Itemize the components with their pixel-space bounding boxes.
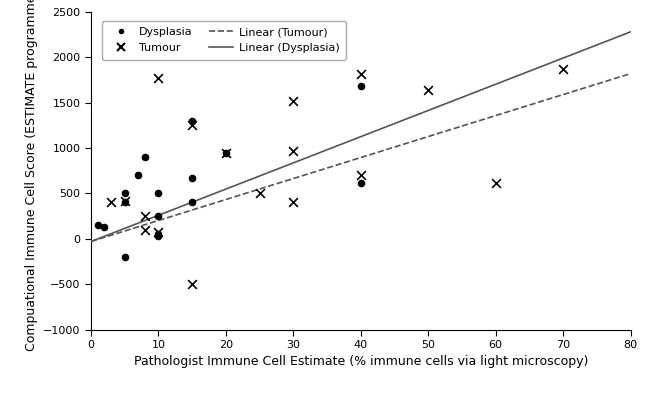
- Point: [423, 87, 434, 93]
- Y-axis label: Compuational Immune Cell Score (ESTIMATE programme): Compuational Immune Cell Score (ESTIMATE…: [25, 0, 38, 351]
- Point: [153, 231, 164, 237]
- Point: [220, 149, 231, 156]
- Point: [288, 199, 298, 206]
- Point: [106, 199, 116, 206]
- Point: [140, 154, 150, 160]
- Point: [254, 190, 265, 197]
- Point: [356, 83, 366, 89]
- Point: [220, 150, 231, 157]
- Point: [490, 180, 501, 187]
- Point: [153, 190, 164, 197]
- Legend: Dysplasia, Tumour, Linear (Tumour), Linear (Dysplasia): Dysplasia, Tumour, Linear (Tumour), Line…: [102, 21, 346, 60]
- Point: [356, 172, 366, 178]
- Point: [120, 197, 130, 204]
- Point: [140, 227, 150, 233]
- Point: [120, 254, 130, 260]
- Point: [288, 148, 298, 154]
- Point: [92, 222, 103, 228]
- Point: [140, 213, 150, 219]
- Point: [187, 122, 198, 129]
- Point: [187, 175, 198, 181]
- X-axis label: Pathologist Immune Cell Estimate (% immune cells via light microscopy): Pathologist Immune Cell Estimate (% immu…: [133, 355, 588, 368]
- Point: [153, 233, 164, 239]
- Point: [153, 229, 164, 235]
- Point: [187, 199, 198, 206]
- Point: [187, 281, 198, 287]
- Point: [288, 98, 298, 104]
- Point: [187, 118, 198, 124]
- Point: [120, 199, 130, 206]
- Point: [153, 213, 164, 219]
- Point: [558, 66, 568, 72]
- Point: [153, 75, 164, 81]
- Point: [356, 179, 366, 186]
- Point: [99, 224, 110, 231]
- Point: [356, 70, 366, 77]
- Point: [120, 190, 130, 197]
- Point: [133, 172, 144, 178]
